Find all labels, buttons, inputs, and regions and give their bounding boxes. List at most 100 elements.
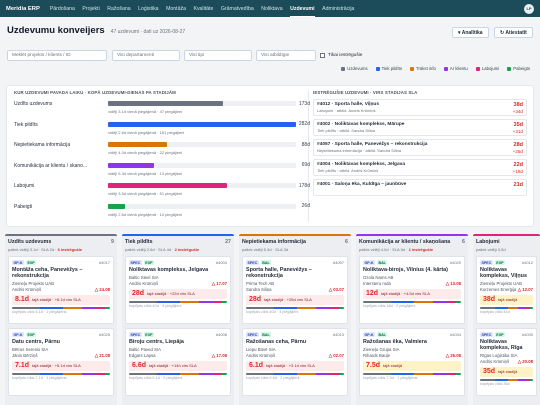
task-card[interactable]: GP-K EXP #4025 Datu centrs, Pärnu Bētrus Ser… xyxy=(8,328,114,396)
stage-label: Tiek pildīts xyxy=(14,121,38,128)
stuck-days: 35d xyxy=(513,121,523,128)
column-meta-text: paliek vidēji 2.6d · SLA 4d · xyxy=(125,247,174,252)
stripe-segment xyxy=(507,378,518,381)
stage-bar xyxy=(108,162,154,168)
card-time-note: tajā stadijā · +14h virs SLA xyxy=(149,363,197,369)
stuck-item[interactable]: #4002 · Noliktavas komplekss, Mārupe Tiek… xyxy=(313,119,527,136)
task-card[interactable]: SPEC EXP #4012 Noliktavas komplekss, Viļņus… xyxy=(476,256,537,324)
card-time: 6.1d xyxy=(249,362,264,370)
stuck-item[interactable]: #4001 · Saloņa ēka, Kuldīga – jaunbūve 21… xyxy=(313,179,527,196)
card-time-box: 6.1d tajā stadijā · +3.1d virs SLA xyxy=(246,360,344,371)
card-top: GP-K EXP #4025 xyxy=(12,332,110,337)
brand[interactable]: Meridia ERP xyxy=(6,5,40,12)
task-card[interactable]: SPEC EXP #4004 Noliktavas komplekss, Jelgav… xyxy=(125,256,231,324)
task-card[interactable]: SPEC BAL #4057 Sporta halle, Panevėžys – re… xyxy=(242,256,348,324)
task-card[interactable]: GP-K BAL #4020 Noliktava-birojs, Vilnius (4… xyxy=(359,256,465,324)
stage-label: Nepietiekama informācija xyxy=(14,142,71,148)
card-top: SPEC EXP #4006 xyxy=(129,332,227,337)
column-meta: paliek vidēji 2.6d · SLA 4d · 2 iestrēgu… xyxy=(125,247,231,252)
avatar[interactable]: LP xyxy=(524,3,534,14)
bar-track xyxy=(108,183,296,188)
column-meta: paliek vidēji 5.3d · SLA 3d xyxy=(242,247,348,252)
nav-item[interactable]: Projekti xyxy=(82,6,100,12)
nav-item[interactable]: Montāža xyxy=(166,6,186,12)
stage-value: 173d xyxy=(298,100,310,107)
department-select[interactable]: Visi departamenti xyxy=(112,50,180,61)
nav-item[interactable]: Grāmatvedība xyxy=(220,6,254,12)
stripe-segment xyxy=(316,372,330,375)
card-title: Noliktavas komplekss, Viļņus xyxy=(480,267,527,280)
stuck-item[interactable]: #4012 · Sporta halle, Viļņus Labojumi · a… xyxy=(313,99,527,116)
card-tag: EXP xyxy=(494,260,505,265)
card-client: Baltic Paved SIA xyxy=(129,346,162,352)
card-tag: SPEC xyxy=(129,332,142,337)
card-time-note: tajā stadijā xyxy=(498,369,518,375)
stripe-segment xyxy=(180,300,199,303)
stripe-segment xyxy=(525,378,531,381)
card-due: △ 02.07 xyxy=(328,352,344,358)
analytics-panel: KUR UZDEVUMI PAVADA LAIKU · KOPĀ UZDEVUM… xyxy=(6,85,534,227)
nav-item[interactable]: Administrācija xyxy=(322,6,355,12)
card-time: 38d xyxy=(483,296,496,304)
stuck-title: #4002 · Noliktavas komplekss, Mārupe xyxy=(317,121,405,127)
stage-value: 88d xyxy=(301,141,310,148)
card-time: 35d xyxy=(483,368,496,376)
card-tag: BAL xyxy=(260,332,272,337)
time-panel-title: KUR UZDEVUMI PAVADA LAIKU · KOPĀ UZDEVUM… xyxy=(14,90,176,95)
checkbox-box[interactable] xyxy=(320,52,325,58)
nav-item[interactable]: Pārdošana xyxy=(49,6,75,12)
card-time: 7.1d xyxy=(15,362,30,370)
nav-item[interactable]: Ražošana xyxy=(107,6,131,12)
stripe-segment xyxy=(363,300,391,303)
stage-bar xyxy=(108,142,167,147)
task-card[interactable]: SPEC BAL #4013 Ražošanas ceha, Pärnu Liepu B… xyxy=(242,328,348,396)
card-title: Sporta halle, Panevėžys – rekonstrukcija xyxy=(246,267,312,280)
nav-item[interactable]: Noliktava xyxy=(261,6,283,12)
column-count: 6 xyxy=(462,239,465,245)
legend-swatch xyxy=(475,66,480,71)
card-time-box: 35d tajā stadijā xyxy=(480,366,533,377)
card-time-box: 6.6d tajā stadijā · +14h virs SLA xyxy=(129,360,227,371)
task-card[interactable]: SPEC EXP #4006 Biroju centrs, Liepāja Baltic… xyxy=(125,328,231,396)
stage-value: 178d xyxy=(298,182,310,189)
card-time: 28d xyxy=(249,296,262,304)
stage-row: Tiek pildīts 282d vidēji 2.6d vienā piegāj… xyxy=(14,121,310,139)
card-client: Ziemeļu Grupa SIA xyxy=(363,346,400,352)
type-select[interactable]: Visi tipi xyxy=(184,50,252,61)
column-stuck: 6 iestrēgušie xyxy=(57,247,83,252)
column-header: Komunikācija ar klientu / skaņošana 6 xyxy=(359,239,465,245)
task-card[interactable]: SPEC EXP #4030 Noliktavas komplekss, Rīga Rī… xyxy=(476,328,537,396)
card-tag: SPEC xyxy=(480,332,493,337)
card-owner: Andris Krūmiņš xyxy=(129,280,159,286)
reset-button[interactable]: ↻ Atiestatīt xyxy=(494,27,533,38)
stuck-item[interactable]: #4004 · Noliktavas komplekss, Jelgava Tie… xyxy=(313,159,527,176)
analytics-button[interactable]: ▾ Analītika xyxy=(452,27,489,38)
task-card[interactable]: GP-K BAL #4034 Ražošanas ēka, Valmiera Zieme… xyxy=(359,328,465,396)
card-cycle: kopējais cikls 9.8d · 2 piegājieni xyxy=(246,376,300,381)
stuck-only-checkbox[interactable]: Tikai iestrēgušie xyxy=(320,52,362,58)
card-tag: EXP xyxy=(494,332,505,337)
stripe-segment xyxy=(96,306,106,309)
card-due: △ 26.08 xyxy=(445,352,461,358)
owner-select[interactable]: Visi atbildīgie xyxy=(256,50,316,61)
stage-detail: vidēji 3.1d vienā piegājienā · 47 piegāj… xyxy=(108,109,183,114)
nav-item[interactable]: Kvalitāte xyxy=(193,6,214,12)
task-card[interactable]: GP-K EXP #4017 Montāža ceha, Panevėžys – re… xyxy=(8,256,114,324)
stage-row: Pabeigti 26d vidēji 2.6d vienā piegājienā … xyxy=(14,203,310,221)
nav-item[interactable]: Uzdevumi xyxy=(290,1,315,17)
stuck-item[interactable]: #4057 · Sporta halle, Panevėžys – rekons… xyxy=(313,139,527,156)
card-id: #4020 xyxy=(449,260,461,265)
stuck-days: 38d xyxy=(513,101,523,108)
search-input[interactable]: Meklēt projekts / klients / ID xyxy=(7,50,107,61)
stage-value: 69d xyxy=(301,162,310,168)
legend: Uzdevums Tiek pildīts Trūkst info Ar klient… xyxy=(341,66,530,71)
stage-detail: vidēji 4.0d vienā piegājienā · 22 piegāj… xyxy=(108,150,183,155)
stage-bar xyxy=(108,121,296,127)
nav-item[interactable]: Loģistika xyxy=(138,6,159,12)
card-due: △ 17.07 xyxy=(211,280,227,286)
stripe-segment xyxy=(297,372,316,375)
stripe-segment xyxy=(530,378,533,381)
card-cycle: kopējais cikls 7.5d · 1 piegājiens xyxy=(363,376,418,381)
stuck-title: #4001 · Saloņa ēka, Kuldīga – jaunbūve xyxy=(317,181,407,187)
